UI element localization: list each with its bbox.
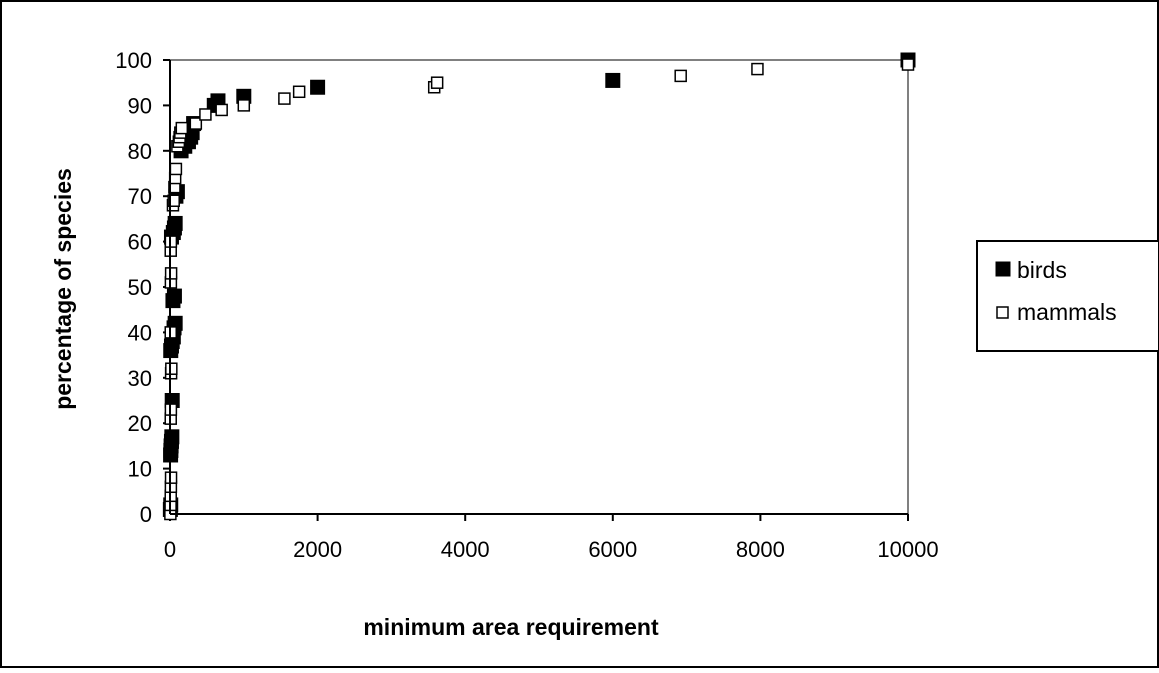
- y-tick-label: 40: [128, 320, 152, 345]
- y-tick-label: 70: [128, 184, 152, 209]
- mammals-point: [751, 62, 764, 76]
- birds-point: [310, 79, 326, 95]
- x-tick-label: 0: [164, 537, 176, 562]
- legend-mammals-label: mammals: [1017, 299, 1117, 325]
- mammals-point: [901, 58, 915, 71]
- mammals-point: [175, 121, 189, 135]
- legend-birds-label: birds: [1017, 257, 1067, 283]
- mammals-point: [165, 362, 178, 375]
- y-tick-label: 100: [115, 48, 152, 73]
- birds-point: [167, 215, 183, 231]
- mammals-point: [164, 267, 178, 280]
- y-tick-label: 10: [128, 457, 152, 482]
- y-axis-title: percentage of species: [50, 168, 76, 410]
- mammals-point: [169, 162, 183, 176]
- mammals-point: [167, 194, 180, 207]
- x-tick-label: 10000: [877, 537, 938, 562]
- y-tick-label: 90: [128, 93, 152, 118]
- mammals-point: [164, 471, 178, 484]
- legend-birds-marker: [995, 261, 1011, 277]
- x-tick-label: 8000: [736, 537, 785, 562]
- y-tick-label: 80: [128, 139, 152, 164]
- legend-mammals-marker: [996, 306, 1009, 319]
- x-tick-label: 6000: [588, 537, 637, 562]
- x-tick-label: 4000: [441, 537, 490, 562]
- y-tick-label: 30: [128, 366, 152, 391]
- x-tick-label: 2000: [293, 537, 342, 562]
- birds-point: [164, 429, 180, 445]
- x-axis-ticks: 0 2000 4000 6000 8000 10000: [164, 514, 939, 562]
- mammals-point: [215, 103, 228, 117]
- y-tick-label: 50: [128, 275, 152, 300]
- x-axis-title: minimum area requirement: [363, 614, 659, 640]
- legend: birds mammals: [976, 240, 1159, 352]
- birds-point: [605, 72, 621, 88]
- y-axis-ticks: 0 10 20 30 40 50 60 70 80 90 100: [115, 48, 170, 527]
- mammals-point: [237, 99, 251, 112]
- mammals-point: [199, 108, 212, 121]
- y-tick-label: 0: [140, 502, 152, 527]
- y-tick-label: 20: [128, 411, 152, 436]
- mammals-point: [292, 85, 306, 99]
- mammals-point: [189, 117, 203, 130]
- y-tick-label: 60: [128, 230, 152, 255]
- mammals-point: [430, 76, 444, 89]
- legend-box: [976, 240, 1159, 352]
- mammals-point: [674, 69, 687, 83]
- plot-area: [169, 59, 909, 515]
- mammals-point: [278, 92, 291, 105]
